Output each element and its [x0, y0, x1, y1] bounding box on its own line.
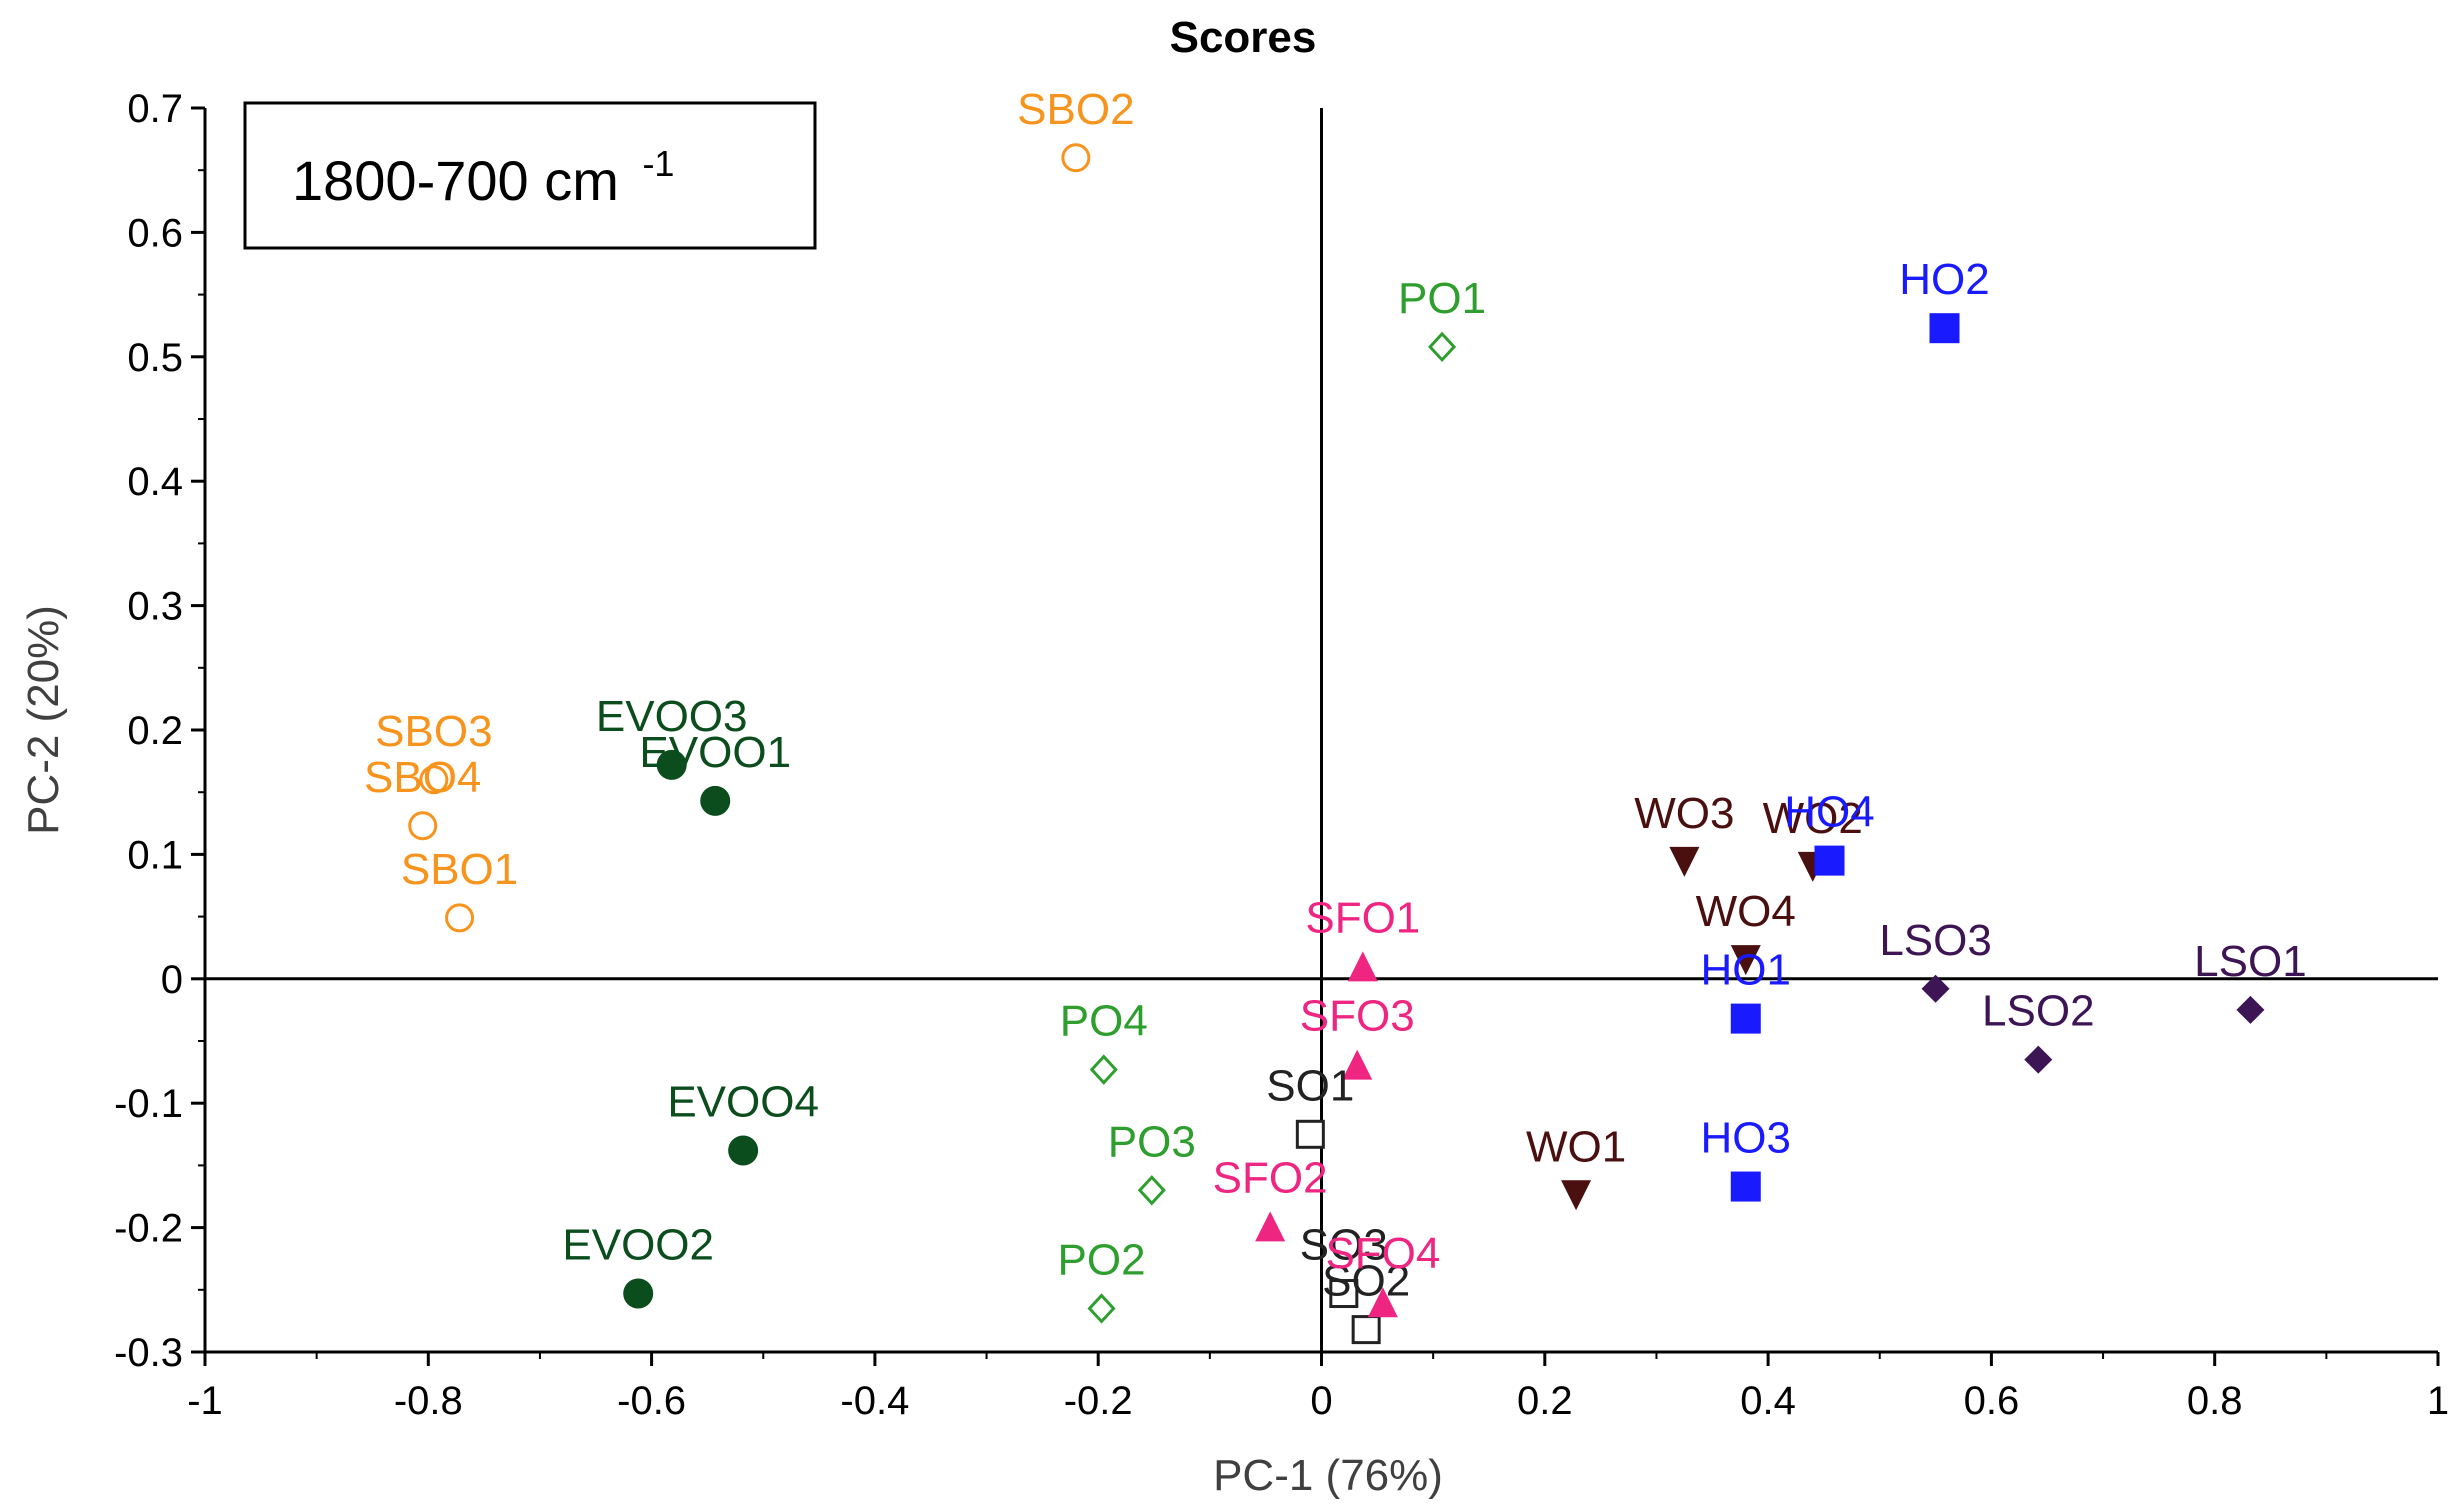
point-label-lso2: LSO2 [1982, 987, 2095, 1036]
y-tick-label: -0.3 [114, 1331, 183, 1375]
data-point-wo3 [1669, 846, 1700, 877]
x-tick-label: 0.6 [1964, 1379, 2020, 1423]
data-point-so2 [1351, 1315, 1381, 1345]
x-tick-label: -0.6 [617, 1379, 686, 1423]
x-tick-label: 1 [2427, 1379, 2449, 1423]
data-point-lso2 [2024, 1045, 2053, 1074]
x-tick-label: -1 [187, 1379, 223, 1423]
point-label-po2: PO2 [1058, 1235, 1146, 1284]
x-tick-label: 0.8 [2187, 1379, 2243, 1423]
data-point-ho2 [1929, 313, 1960, 344]
data-point-so1 [1295, 1119, 1325, 1149]
point-label-evoo1: EVOO1 [639, 728, 791, 777]
point-label-sfo4: SFO4 [1325, 1229, 1440, 1278]
data-point-sbo3 [419, 765, 449, 795]
data-point-ho1 [1730, 1003, 1761, 1034]
data-point-evoo4 [728, 1135, 759, 1166]
annotation-frame [243, 101, 817, 250]
x-tick-label: 0 [1310, 1379, 1332, 1423]
point-label-evoo2: EVOO2 [562, 1221, 714, 1270]
point-label-po1: PO1 [1398, 274, 1486, 323]
annotation-text: 1800-700 cm -1 [292, 143, 674, 212]
point-label-sbo4: SBO4 [364, 753, 481, 802]
data-point-sfo1 [1347, 951, 1378, 982]
point-label-sfo2: SFO2 [1213, 1153, 1328, 1202]
data-point-lso1 [2236, 995, 2265, 1024]
point-label-wo4: WO4 [1696, 887, 1796, 936]
point-label-sbo1: SBO1 [401, 845, 518, 894]
point-label-sbo3: SBO3 [375, 707, 492, 756]
y-tick-label: -0.2 [114, 1207, 183, 1251]
data-points [408, 143, 2265, 1345]
y-tick-label: 0.1 [127, 833, 183, 877]
annotation-superscript: -1 [642, 143, 674, 184]
point-label-po3: PO3 [1108, 1117, 1196, 1166]
data-point-po3 [1137, 1175, 1166, 1206]
point-label-sfo1: SFO1 [1305, 893, 1420, 942]
chart-title: Scores [1170, 13, 1317, 62]
point-label-ho2: HO2 [1899, 255, 1989, 304]
point-label-ho1: HO1 [1701, 946, 1791, 995]
y-tick-label: 0.6 [127, 211, 183, 255]
x-tick-label: 0.4 [1740, 1379, 1796, 1423]
data-point-ho3 [1730, 1171, 1761, 1202]
point-label-so2: SO2 [1322, 1257, 1410, 1306]
data-point-wo4 [1730, 945, 1761, 976]
point-label-so3: SO3 [1300, 1221, 1388, 1270]
point-label-sfo3: SFO3 [1300, 992, 1415, 1041]
data-point-evoo1 [700, 785, 731, 816]
y-tick-label: 0 [161, 958, 183, 1002]
annotation-main: 1800-700 cm [292, 149, 619, 212]
data-point-evoo3 [656, 749, 687, 780]
point-label-so1: SO1 [1266, 1061, 1354, 1110]
point-label-po4: PO4 [1060, 997, 1148, 1046]
data-point-sbo2 [1061, 143, 1091, 173]
ticks: 0.70.60.50.40.30.20.10-0.1-0.2-0.3-1 -0.8… [114, 87, 2449, 1423]
data-point-sfo2 [1255, 1211, 1286, 1242]
y-tick-label: 0.4 [127, 460, 183, 504]
y-tick-label: 0.3 [127, 585, 183, 629]
point-label-wo2: WO2 [1763, 794, 1863, 843]
x-tick-label: -0.8 [394, 1379, 463, 1423]
point-label-lso3: LSO3 [1879, 916, 1992, 965]
point-label-wo3: WO3 [1634, 789, 1734, 838]
y-tick-label: 0.2 [127, 709, 183, 753]
point-label-ho4: HO4 [1784, 788, 1874, 837]
x-tick-label: -0.2 [1064, 1379, 1133, 1423]
data-point-sbo4 [408, 811, 438, 841]
y-axis-label: PC-2 (20%) [19, 605, 68, 835]
data-point-evoo2 [623, 1278, 654, 1309]
data-point-so3 [1329, 1279, 1359, 1309]
y-tick-label: -0.1 [114, 1082, 183, 1126]
spectral-range-box: 1800-700 cm -1 [243, 101, 817, 250]
x-axis-label: PC-1 (76%) [1213, 1451, 1443, 1500]
point-label-evoo3: EVOO3 [596, 692, 748, 741]
data-point-po4 [1089, 1054, 1118, 1085]
y-tick-label: 0.7 [127, 87, 183, 131]
data-point-lso3 [1921, 974, 1950, 1003]
x-tick-label: 0.2 [1517, 1379, 1573, 1423]
x-tick-label: -0.4 [840, 1379, 909, 1423]
point-label-lso1: LSO1 [2194, 937, 2307, 986]
data-point-sfo3 [1342, 1049, 1373, 1080]
data-point-po1 [1428, 331, 1457, 363]
data-point-sbo1 [445, 903, 475, 933]
data-point-po2 [1087, 1293, 1116, 1324]
point-label-wo1: WO1 [1526, 1122, 1626, 1171]
point-label-ho3: HO3 [1701, 1114, 1791, 1163]
data-point-sfo4 [1367, 1287, 1398, 1318]
data-point-ho4 [1814, 845, 1845, 876]
point-label-evoo4: EVOO4 [667, 1077, 819, 1126]
data-point-wo1 [1561, 1180, 1592, 1211]
point-label-sbo2: SBO2 [1017, 85, 1134, 134]
y-tick-label: 0.5 [127, 336, 183, 380]
